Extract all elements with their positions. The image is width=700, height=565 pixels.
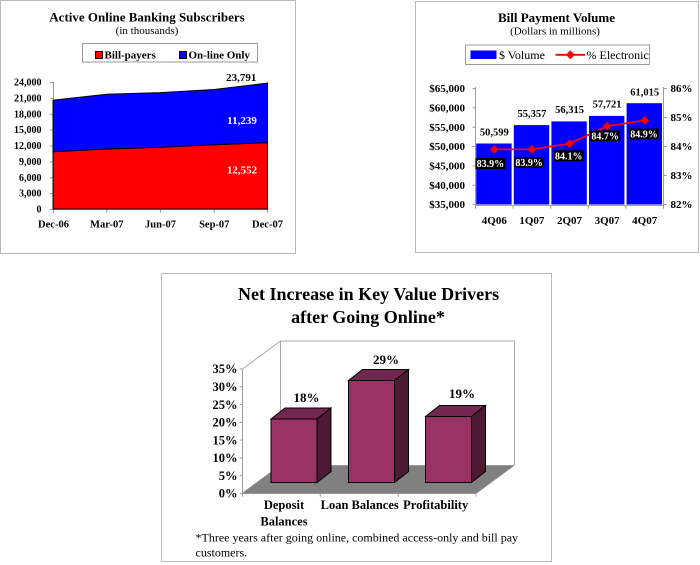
- svg-text:Jun-07: Jun-07: [145, 220, 176, 231]
- svg-text:11,239: 11,239: [227, 115, 257, 127]
- svg-text:85%: 85%: [671, 112, 693, 124]
- svg-text:0: 0: [37, 205, 42, 216]
- svg-text:12,552: 12,552: [227, 165, 258, 177]
- svg-text:$40,000: $40,000: [429, 180, 465, 192]
- svg-text:$45,000: $45,000: [429, 161, 465, 173]
- svg-text:21,000: 21,000: [14, 93, 42, 104]
- svg-text:18%: 18%: [294, 390, 320, 405]
- svg-text:$65,000: $65,000: [429, 83, 465, 95]
- svg-text:55,357: 55,357: [517, 109, 546, 120]
- svg-text:Bill-payers: Bill-payers: [105, 50, 157, 62]
- svg-text:30%: 30%: [213, 380, 238, 394]
- svg-text:Balances: Balances: [260, 515, 307, 529]
- svg-text:10%: 10%: [213, 451, 238, 465]
- svg-text:15%: 15%: [213, 433, 238, 447]
- svg-text:83.9%: 83.9%: [515, 158, 543, 169]
- svg-text:3Q07: 3Q07: [595, 215, 621, 227]
- svg-text:84.9%: 84.9%: [630, 130, 658, 141]
- svg-text:5%: 5%: [219, 469, 238, 483]
- svg-text:18,000: 18,000: [14, 109, 42, 120]
- svg-text:*Three years after going onlin: *Three years after going online, combine…: [196, 531, 519, 545]
- svg-text:82%: 82%: [671, 199, 693, 211]
- svg-text:56,315: 56,315: [555, 105, 584, 116]
- svg-text:(in thousands): (in thousands): [116, 25, 179, 37]
- svg-text:customers.: customers.: [196, 546, 248, 560]
- svg-text:20%: 20%: [213, 416, 238, 430]
- svg-text:$55,000: $55,000: [429, 122, 465, 134]
- svg-text:Sep-07: Sep-07: [199, 220, 229, 231]
- svg-text:Mar-07: Mar-07: [90, 220, 123, 231]
- svg-text:84%: 84%: [671, 141, 693, 153]
- svg-text:25%: 25%: [213, 398, 238, 412]
- svg-text:84.7%: 84.7%: [591, 131, 619, 142]
- svg-text:24,000: 24,000: [14, 78, 42, 89]
- svg-text:83.9%: 83.9%: [477, 159, 505, 170]
- svg-text:4Q06: 4Q06: [482, 215, 508, 227]
- svg-text:Dec-06: Dec-06: [38, 220, 69, 231]
- svg-text:Net Increase in Key Value Driv: Net Increase in Key Value Drivers: [238, 284, 499, 304]
- svg-text:29%: 29%: [373, 352, 399, 367]
- svg-text:50,599: 50,599: [480, 127, 509, 138]
- svg-text:0%: 0%: [219, 487, 238, 501]
- svg-text:84.1%: 84.1%: [555, 151, 583, 162]
- svg-text:86%: 86%: [671, 83, 693, 95]
- svg-text:19%: 19%: [449, 386, 475, 401]
- svg-text:Bill Payment Volume: Bill Payment Volume: [498, 10, 615, 25]
- svg-text:(Dollars in millions): (Dollars in millions): [510, 26, 600, 38]
- svg-text:83%: 83%: [671, 170, 693, 182]
- svg-text:$50,000: $50,000: [429, 141, 465, 153]
- svg-text:2Q07: 2Q07: [557, 215, 583, 227]
- svg-text:On-line Only: On-line Only: [189, 50, 251, 62]
- svg-text:35%: 35%: [213, 362, 238, 376]
- svg-text:1Q07: 1Q07: [519, 215, 545, 227]
- svg-text:Active Online Banking Subscrib: Active Online Banking Subscribers: [49, 10, 244, 25]
- svg-text:3,000: 3,000: [19, 189, 42, 200]
- svg-text:6,000: 6,000: [19, 173, 42, 184]
- svg-text:15,000: 15,000: [14, 125, 42, 136]
- svg-text:Profitability: Profitability: [403, 498, 469, 512]
- svg-text:$ Volume: $ Volume: [499, 48, 545, 62]
- svg-text:after Going Online*: after Going Online*: [291, 307, 445, 327]
- svg-text:$60,000: $60,000: [429, 103, 465, 115]
- svg-text:61,015: 61,015: [630, 88, 659, 99]
- svg-text:Deposit: Deposit: [264, 498, 305, 512]
- svg-text:57,721: 57,721: [593, 100, 622, 111]
- svg-text:4Q07: 4Q07: [632, 215, 658, 227]
- svg-text:9,000: 9,000: [19, 157, 42, 168]
- svg-text:$35,000: $35,000: [429, 199, 465, 211]
- svg-text:Dec-07: Dec-07: [252, 220, 283, 231]
- svg-text:Loan Balances: Loan Balances: [321, 498, 399, 512]
- svg-text:12,000: 12,000: [14, 141, 42, 152]
- svg-text:% Electronic: % Electronic: [587, 48, 649, 62]
- svg-text:23,791: 23,791: [226, 72, 256, 84]
